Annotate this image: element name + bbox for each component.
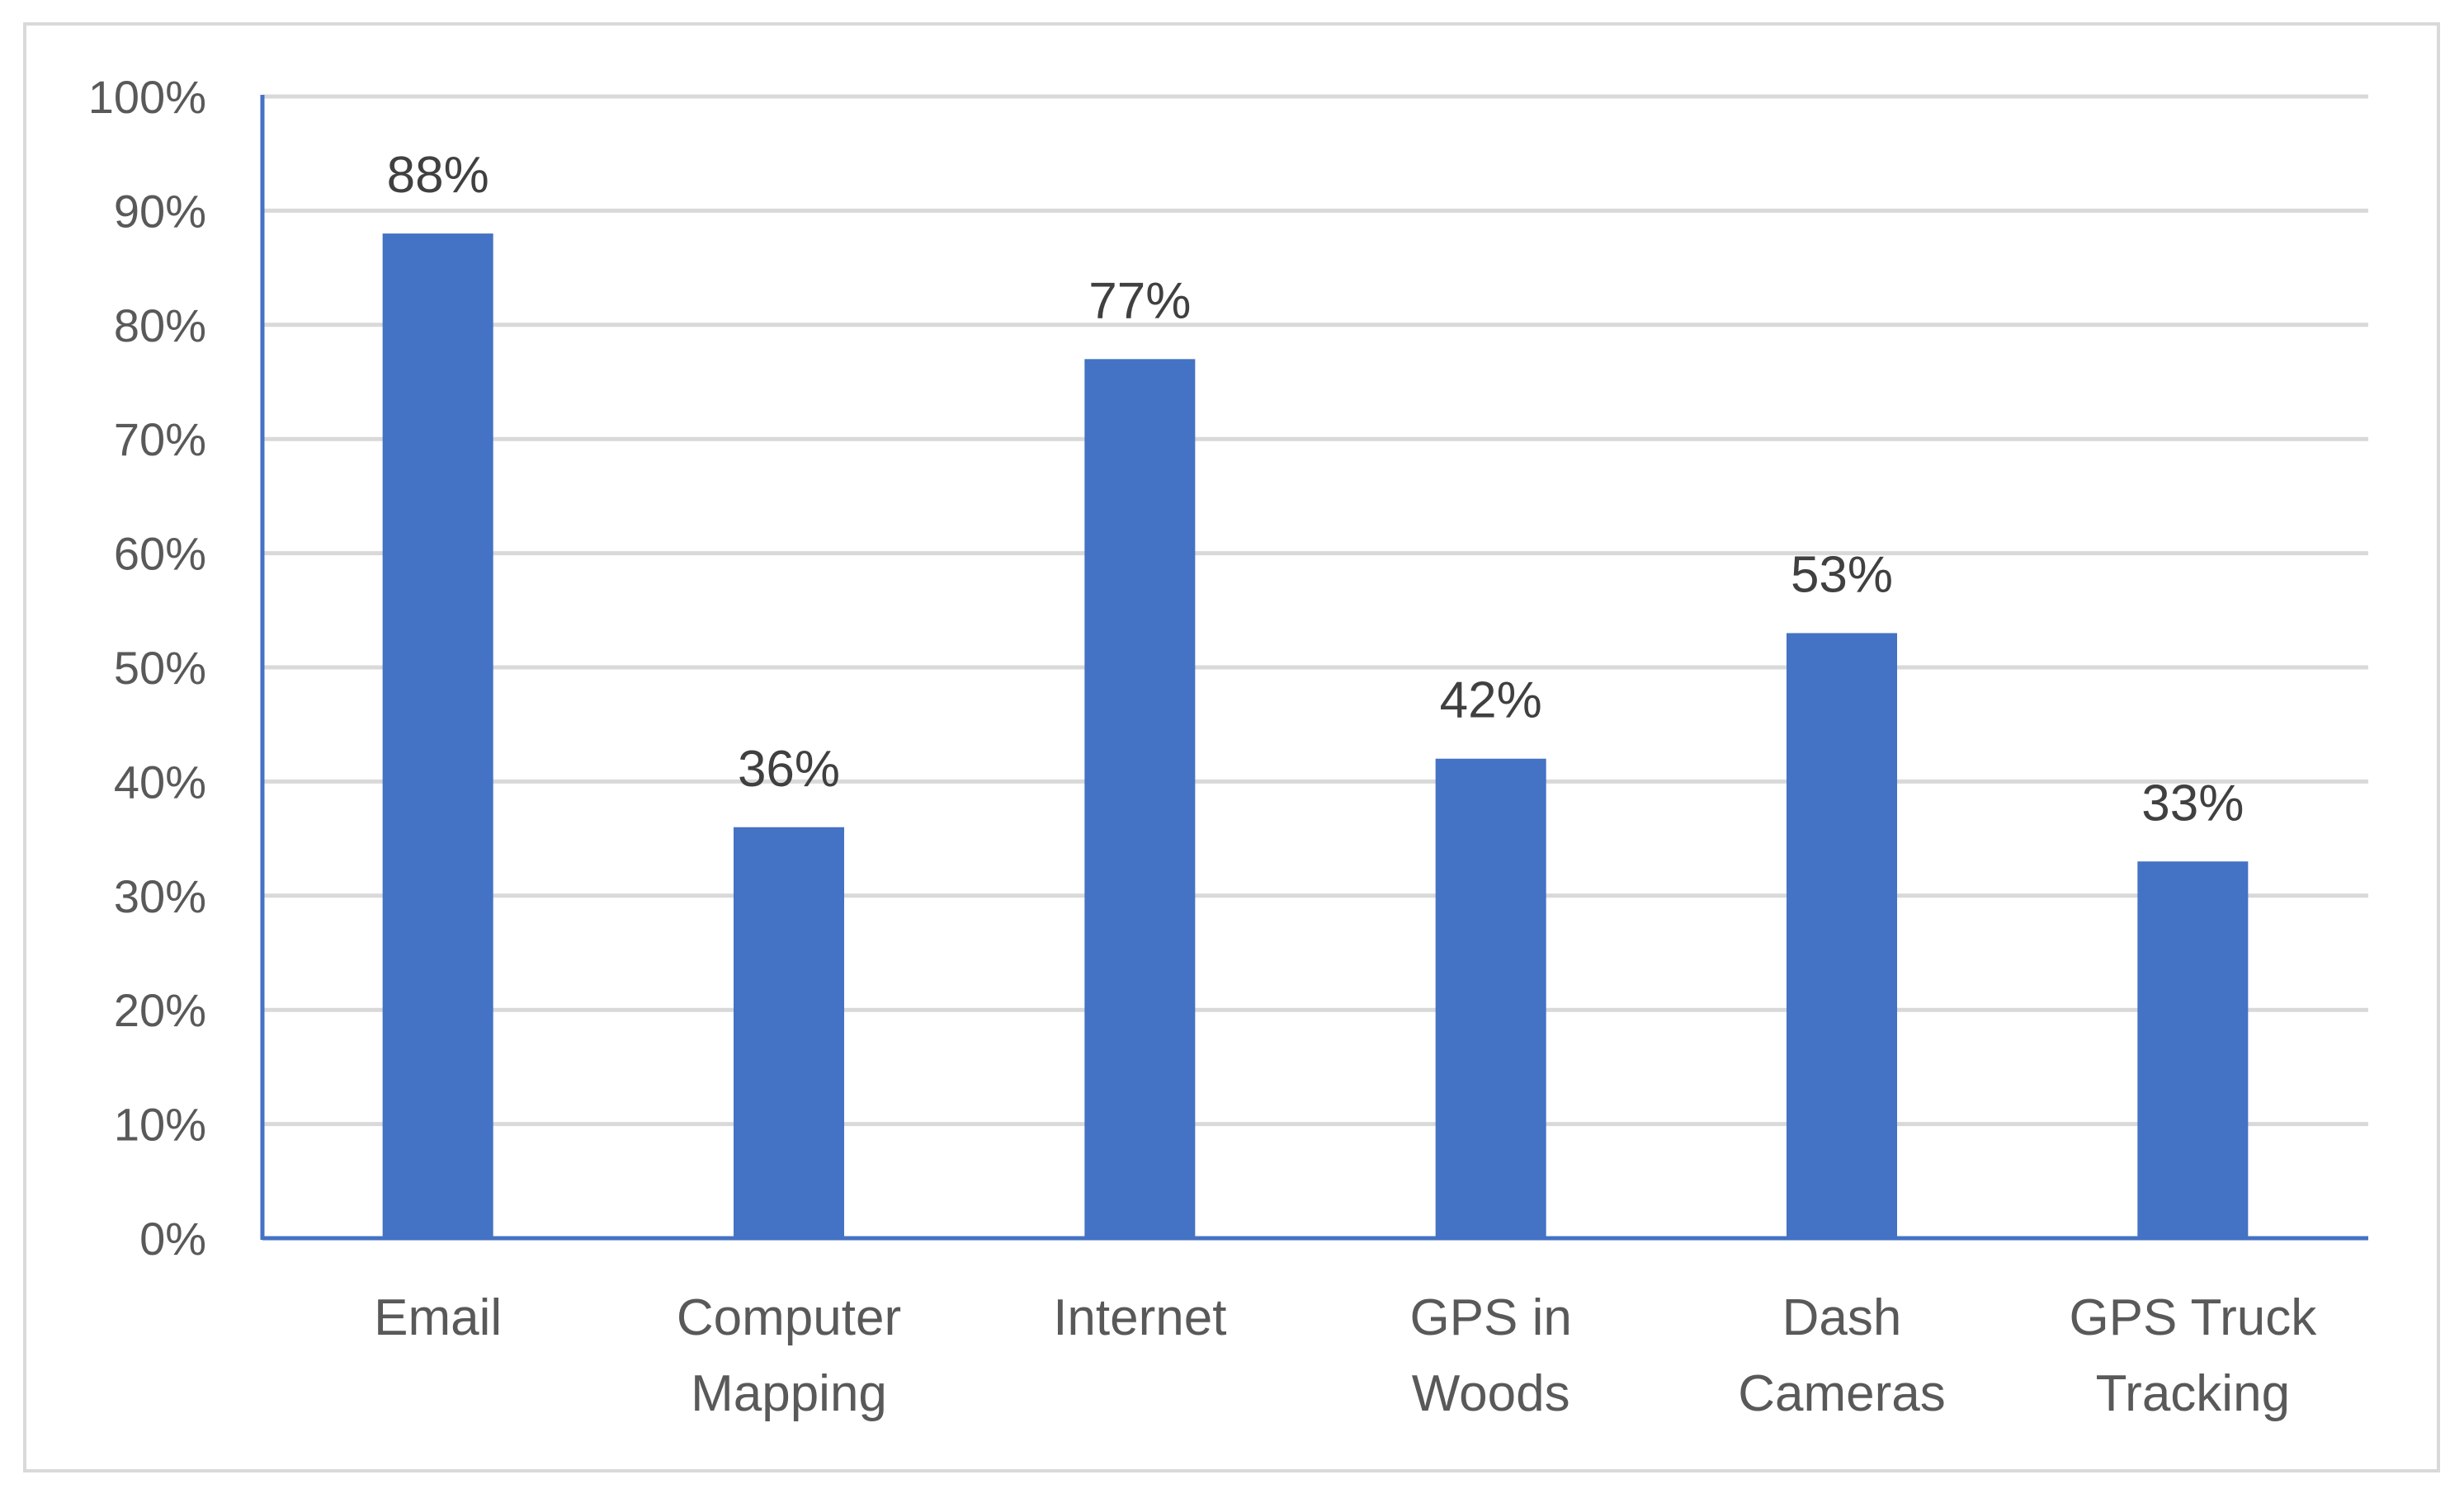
bar: [1435, 758, 1546, 1238]
bar: [1084, 359, 1196, 1238]
data-label: 88%: [387, 147, 489, 204]
y-tick-label: 0%: [139, 1213, 206, 1265]
data-label: 42%: [1440, 672, 1542, 729]
bar: [382, 233, 493, 1239]
y-tick-label: 90%: [114, 185, 206, 237]
data-label: 77%: [1088, 272, 1191, 329]
data-labels: 88% 36% 77% 42% 53% 33%: [387, 147, 2245, 832]
bar: [1787, 633, 1897, 1238]
y-tick-label: 10%: [114, 1099, 206, 1151]
data-label: 53%: [1791, 546, 1893, 603]
data-label: 36%: [738, 741, 840, 798]
gridlines: [262, 94, 2368, 1127]
category-label: Email: [374, 1289, 502, 1346]
bar: [2137, 861, 2249, 1238]
category-label: Dash Cameras: [1738, 1289, 1946, 1422]
category-label: GPS in Woods: [1409, 1289, 1571, 1422]
bar: [734, 827, 844, 1238]
y-tick-labels: 0% 10% 20% 30% 40% 50% 60% 70% 80% 90% 100%: [88, 71, 206, 1265]
data-label: 33%: [2141, 775, 2244, 832]
category-label: Internet: [1053, 1289, 1226, 1346]
y-tick-label: 50%: [114, 642, 206, 694]
y-tick-label: 100%: [88, 71, 206, 123]
bars: [382, 233, 2249, 1239]
category-label: Computer Mapping: [677, 1289, 901, 1422]
axes: [260, 95, 2368, 1241]
y-tick-label: 20%: [114, 984, 206, 1036]
category-label: GPS Truck Tracking: [2069, 1289, 2317, 1422]
y-tick-label: 70%: [114, 413, 206, 465]
y-tick-label: 30%: [114, 870, 206, 922]
y-tick-label: 40%: [114, 756, 206, 808]
y-tick-label: 60%: [114, 528, 206, 580]
category-labels: Email Computer Mapping Internet GPS in Woods D…: [374, 1289, 2317, 1422]
y-tick-label: 80%: [114, 299, 206, 351]
